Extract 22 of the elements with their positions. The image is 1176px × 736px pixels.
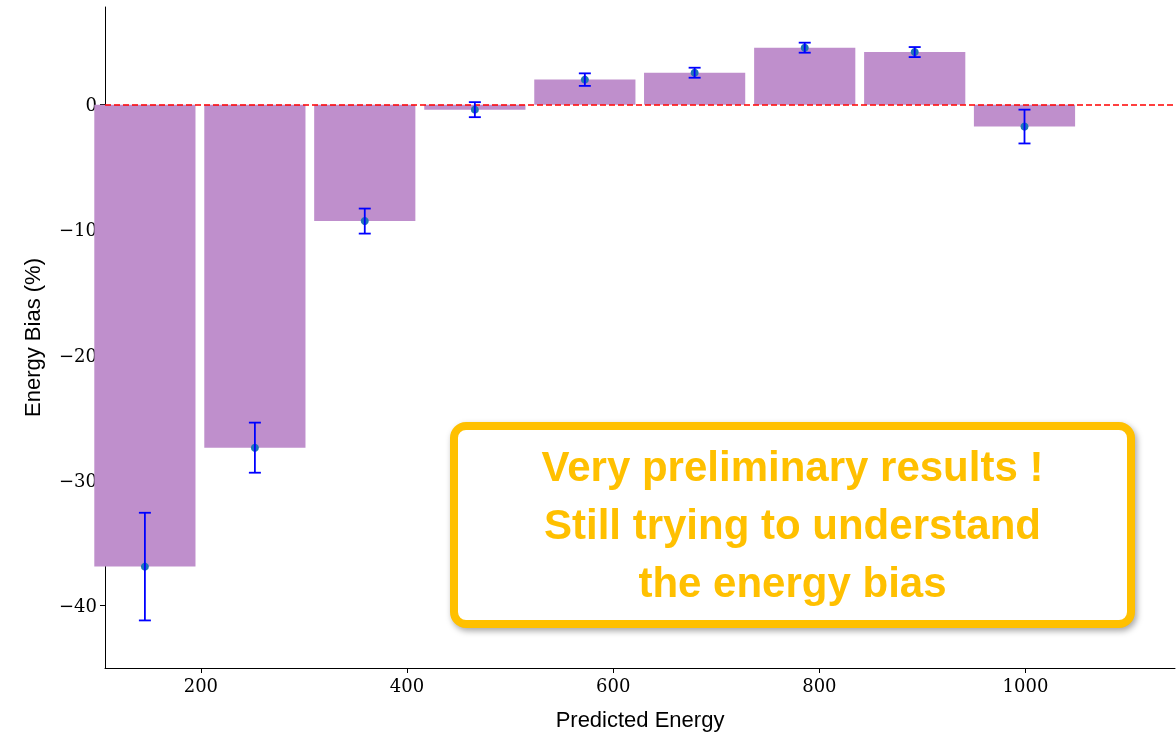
y-tick-label: −20 [59, 344, 97, 366]
bar [534, 79, 636, 105]
x-tick-label: 1000 [1002, 674, 1049, 696]
bar [314, 104, 416, 222]
y-tick-label: −40 [59, 594, 97, 616]
y-axis-title: Energy Bias (%) [19, 258, 45, 417]
x-tick-label: 800 [802, 674, 837, 696]
y-tick-label: −10 [59, 219, 97, 241]
bar [864, 52, 966, 105]
x-axis-title: Predicted Energy [555, 706, 725, 732]
annotation: Very preliminary results ! Still trying to understand the energy bias [541, 442, 1044, 608]
x-tick-label: 600 [596, 674, 631, 696]
bar [94, 104, 196, 567]
bar [754, 47, 856, 105]
y-tick-label: 0 [85, 94, 97, 116]
bar [973, 104, 1076, 127]
bar [644, 72, 746, 105]
y-tick-label: −30 [59, 469, 97, 491]
x-tick-label: 400 [389, 674, 425, 696]
x-tick-label: 200 [183, 674, 219, 696]
bar [204, 104, 306, 448]
callout-box: Very preliminary results ! Still trying to understand the energy bias [450, 422, 1135, 628]
